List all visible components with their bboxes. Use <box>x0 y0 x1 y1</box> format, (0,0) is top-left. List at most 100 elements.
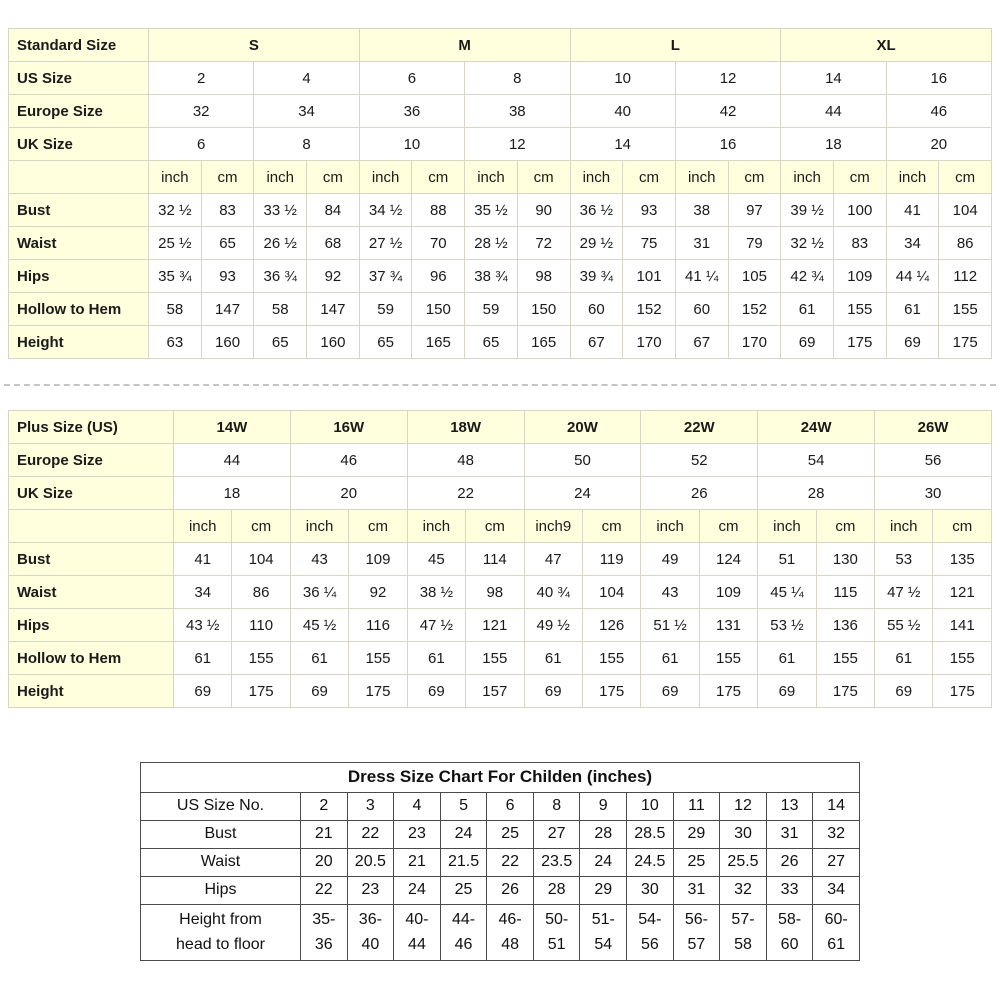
size-value: 16 <box>674 127 782 161</box>
measurement-value: 27 ½ <box>358 226 413 260</box>
cell-value: 23.5 <box>532 848 581 877</box>
measurement-value: 170 <box>727 325 782 359</box>
unit-label: inch <box>569 160 624 194</box>
measurement-value: 32 ½ <box>148 193 202 227</box>
row-label: Europe Size <box>8 443 174 477</box>
measurement-value: 69 <box>406 674 467 708</box>
cell-value: 21.5 <box>439 848 488 877</box>
cell-value: 28 <box>532 876 581 905</box>
measurement-value: 155 <box>938 292 992 326</box>
row-label: US Size No. <box>140 792 301 821</box>
size-value: 6 <box>358 61 466 95</box>
cell-value: 50- 51 <box>532 904 581 961</box>
measurement-value: 51 <box>757 542 817 576</box>
measurement-value: 170 <box>622 325 676 359</box>
measurement-value: 105 <box>727 259 782 293</box>
measurement-value: 65 <box>253 325 308 359</box>
unit-label: inch <box>674 160 729 194</box>
measurement-value: 98 <box>465 575 525 609</box>
size-value: 16 <box>885 61 993 95</box>
size-value: 46 <box>885 94 993 128</box>
cell-value: 13 <box>765 792 814 821</box>
size-value: 44 <box>173 443 291 477</box>
unit-label: cm <box>698 509 759 543</box>
cell-value: 23 <box>346 876 395 905</box>
measurement-value: 34 <box>885 226 940 260</box>
cell-value: 54- 56 <box>626 904 674 961</box>
unit-label: inch <box>172 509 233 543</box>
unit-label: cm <box>200 160 255 194</box>
measurement-value: 61 <box>640 641 700 675</box>
measurement-value: 61 <box>406 641 467 675</box>
plus-size-table: Plus Size (US) 14W 16W 18W 20W 22W 24W 26W Europ… <box>8 410 992 708</box>
measurement-value: 157 <box>465 674 525 708</box>
unit-label: inch <box>253 160 308 194</box>
measurement-value: 41 ¼ <box>674 259 729 293</box>
children-table-row: US Size No. 2 3 4 5 6 8 9 10 11 12 13 14 <box>140 792 860 821</box>
unit-corner-cell <box>8 509 174 543</box>
measurement-value: 35 ¾ <box>148 259 202 293</box>
size-value: 6 <box>147 127 255 161</box>
measurement-value: 65 <box>358 325 413 359</box>
size-value: 46 <box>289 443 408 477</box>
size-value: 8 <box>464 61 571 95</box>
measurement-value: 147 <box>306 292 360 326</box>
measurement-value: 65 <box>464 325 518 359</box>
measurement-row: Height 63 160 65 160 65 165 65 165 67 170 67 170 69 17… <box>8 325 992 359</box>
measurement-value: 104 <box>938 193 992 227</box>
cell-value: 21 <box>393 848 441 877</box>
size-value: 18 <box>173 476 291 510</box>
corner-label: Standard Size <box>8 28 149 62</box>
cell-value: 56- 57 <box>672 904 721 961</box>
measurement-value: 53 ½ <box>757 608 817 642</box>
cell-value: 8 <box>532 792 581 821</box>
unit-label: cm <box>727 160 782 194</box>
size-value: 38 <box>464 94 571 128</box>
measurement-value: 55 ½ <box>874 608 934 642</box>
cell-value: 25 <box>486 820 534 849</box>
measurement-value: 110 <box>231 608 291 642</box>
unit-label: cm <box>411 160 466 194</box>
row-label: Bust <box>8 193 149 227</box>
cell-value: 3 <box>346 792 395 821</box>
unit-label: inch <box>640 509 700 543</box>
measurement-value: 116 <box>348 608 408 642</box>
measurement-value: 119 <box>581 542 642 576</box>
corner-label: Plus Size (US) <box>8 410 174 444</box>
measurement-value: 147 <box>200 292 255 326</box>
size-group-header: 14W <box>173 410 291 444</box>
measurement-value: 155 <box>815 641 876 675</box>
measurement-value: 47 ½ <box>874 575 934 609</box>
cell-value: 51- 54 <box>579 904 628 961</box>
measurement-value: 175 <box>815 674 876 708</box>
measurement-value: 124 <box>698 542 759 576</box>
measurement-value: 83 <box>200 193 255 227</box>
size-value: 52 <box>640 443 759 477</box>
unit-label: inch <box>358 160 413 194</box>
cell-value: 20 <box>300 848 348 877</box>
measurement-value: 155 <box>698 641 759 675</box>
cell-value: 2 <box>300 792 348 821</box>
measurement-value: 150 <box>411 292 466 326</box>
unit-label: cm <box>622 160 676 194</box>
measurement-value: 92 <box>306 259 360 293</box>
measurement-value: 41 <box>172 542 233 576</box>
unit-label: cm <box>581 509 642 543</box>
measurement-value: 165 <box>516 325 571 359</box>
measurement-row: Bust 32 ½ 83 33 ½ 84 34 ½ 88 35 ½ 90 36 ½ 93 38 97 39… <box>8 193 992 227</box>
measurement-value: 65 <box>200 226 255 260</box>
measurement-value: 45 ½ <box>289 608 350 642</box>
cell-value: 24 <box>439 820 488 849</box>
measurement-value: 59 <box>358 292 413 326</box>
size-value: 18 <box>780 127 887 161</box>
measurement-value: 130 <box>815 542 876 576</box>
measurement-row: Hips 43 ½ 110 45 ½ 116 47 ½ 121 49 ½ 126 51 ½ 131 5… <box>8 608 992 642</box>
cell-value: 25.5 <box>719 848 767 877</box>
row-label: Waist <box>140 848 301 877</box>
cell-value: 32 <box>812 820 860 849</box>
measurement-value: 69 <box>289 674 350 708</box>
size-value: 12 <box>674 61 782 95</box>
measurement-value: 32 ½ <box>780 226 834 260</box>
cell-value: 24.5 <box>626 848 674 877</box>
